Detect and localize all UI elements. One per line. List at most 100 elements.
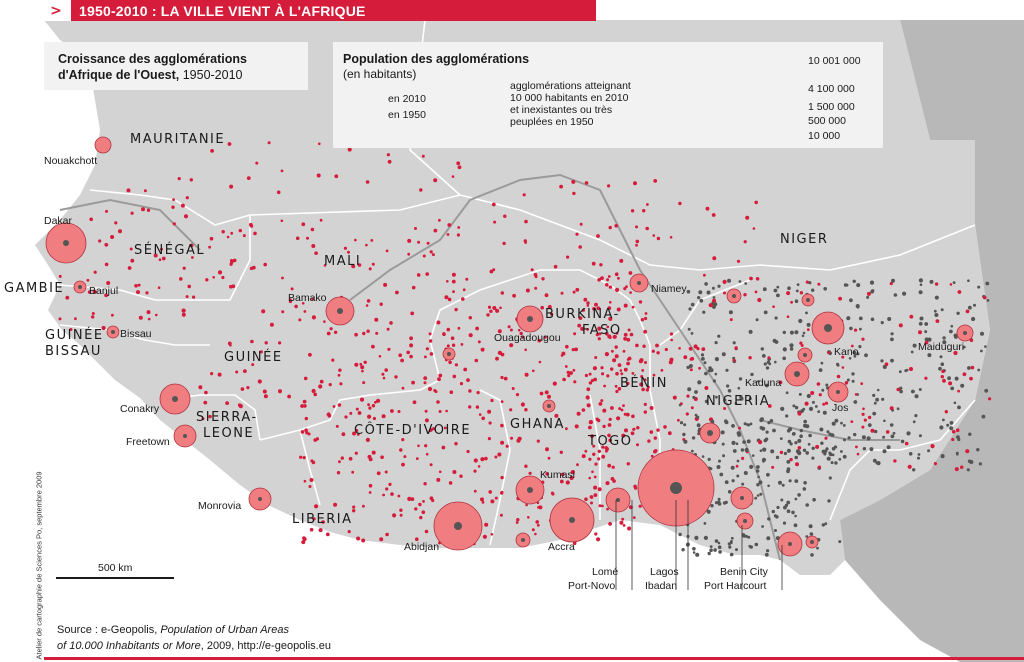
- city-dot: [794, 441, 798, 445]
- city-dot: [642, 344, 646, 348]
- city-dot: [481, 416, 486, 421]
- rivers: [59, 173, 900, 561]
- city-dot: [728, 310, 733, 315]
- agglomeration-circle-2010: [94, 136, 112, 154]
- city-dot: [840, 450, 843, 453]
- city-dot: [487, 305, 492, 309]
- city-dot: [622, 349, 626, 353]
- city-dot: [489, 309, 493, 313]
- legend-dots-line2: 10 000 habitants en 2010: [510, 92, 629, 104]
- city-dot: [309, 478, 314, 482]
- city-dot: [761, 354, 766, 358]
- city-dot: [299, 455, 303, 459]
- city-dot: [644, 312, 648, 315]
- city-dot: [249, 266, 254, 271]
- city-dot: [606, 507, 609, 511]
- city-dot: [394, 375, 398, 379]
- legend-label-1950: en 1950: [388, 109, 426, 121]
- city-dot: [782, 330, 786, 335]
- city-dot: [524, 372, 529, 377]
- city-dot: [869, 447, 874, 452]
- city-dot: [314, 251, 318, 255]
- city-dot: [304, 416, 308, 421]
- city-dot: [728, 545, 732, 549]
- credit-note: Atelier de cartographie de Sciences Po, …: [34, 471, 44, 660]
- city-dot: [134, 284, 138, 288]
- city-dot: [855, 445, 858, 449]
- city-dot: [371, 404, 376, 408]
- city-dot: [918, 321, 923, 326]
- city-dot: [727, 278, 731, 283]
- city-dot: [617, 387, 622, 391]
- city-dot: [643, 402, 647, 406]
- city-dot: [784, 503, 789, 508]
- city-dot: [480, 347, 485, 352]
- city-dot: [924, 322, 929, 326]
- city-dot: [499, 306, 502, 310]
- city-dot: [698, 290, 703, 295]
- city-dot: [653, 449, 657, 454]
- city-dot: [230, 259, 234, 263]
- city-dot: [806, 328, 810, 331]
- city-dot: [565, 480, 570, 485]
- city-dot: [663, 425, 667, 429]
- city-dot: [597, 487, 602, 492]
- city-dot: [714, 357, 720, 362]
- city-dot: [185, 196, 189, 200]
- city-dot: [588, 457, 592, 461]
- city-dot: [407, 252, 411, 256]
- city-dot: [491, 202, 496, 207]
- city-dot: [862, 447, 867, 451]
- city-dot: [626, 462, 630, 466]
- city-dot: [301, 302, 305, 305]
- legend-dots-line1: agglomérations atteignant: [510, 80, 631, 92]
- city-dot: [250, 339, 254, 344]
- city-dot: [735, 548, 738, 552]
- city-dot: [786, 315, 790, 319]
- city-dot: [584, 449, 588, 453]
- city-dot: [791, 432, 796, 436]
- city-dot: [710, 504, 714, 508]
- city-dot: [590, 379, 595, 383]
- city-dot: [802, 448, 807, 452]
- city-dot: [635, 343, 639, 348]
- city-dot: [495, 356, 499, 361]
- legend-size-500000: 500 000: [808, 115, 846, 127]
- city-dot: [534, 275, 538, 279]
- city-dot: [500, 423, 504, 428]
- city-dot: [127, 266, 132, 270]
- city-dot: [380, 455, 384, 460]
- city-dot: [287, 394, 291, 399]
- city-dot: [711, 304, 717, 309]
- city-dot: [230, 231, 234, 235]
- city-dot: [623, 336, 627, 341]
- city-dot: [712, 379, 717, 383]
- city-dot: [741, 456, 745, 460]
- city-dot: [333, 502, 338, 507]
- city-dot: [838, 296, 842, 301]
- city-dot: [623, 287, 627, 291]
- city-dot: [502, 241, 506, 246]
- city-dot: [802, 331, 806, 335]
- city-dot: [949, 426, 954, 431]
- city-dot: [635, 243, 638, 247]
- city-dot: [525, 503, 528, 507]
- city-dot: [735, 442, 739, 446]
- city-dot: [172, 198, 176, 202]
- city-dot: [511, 387, 515, 390]
- city-dot: [179, 277, 183, 281]
- city-dot: [738, 426, 741, 430]
- city-dot: [424, 355, 427, 359]
- city-dot: [797, 446, 802, 450]
- city-dot: [980, 331, 984, 336]
- city-dot: [544, 390, 549, 395]
- city-dot: [385, 249, 389, 253]
- city-dot: [475, 326, 479, 331]
- city-dot: [368, 457, 373, 462]
- city-dot: [631, 414, 635, 419]
- city-dot: [449, 390, 454, 395]
- city-dot: [770, 449, 775, 454]
- city-dot: [372, 416, 376, 421]
- source-prefix: Source : e-Geopolis,: [57, 624, 161, 636]
- city-dot: [489, 269, 494, 274]
